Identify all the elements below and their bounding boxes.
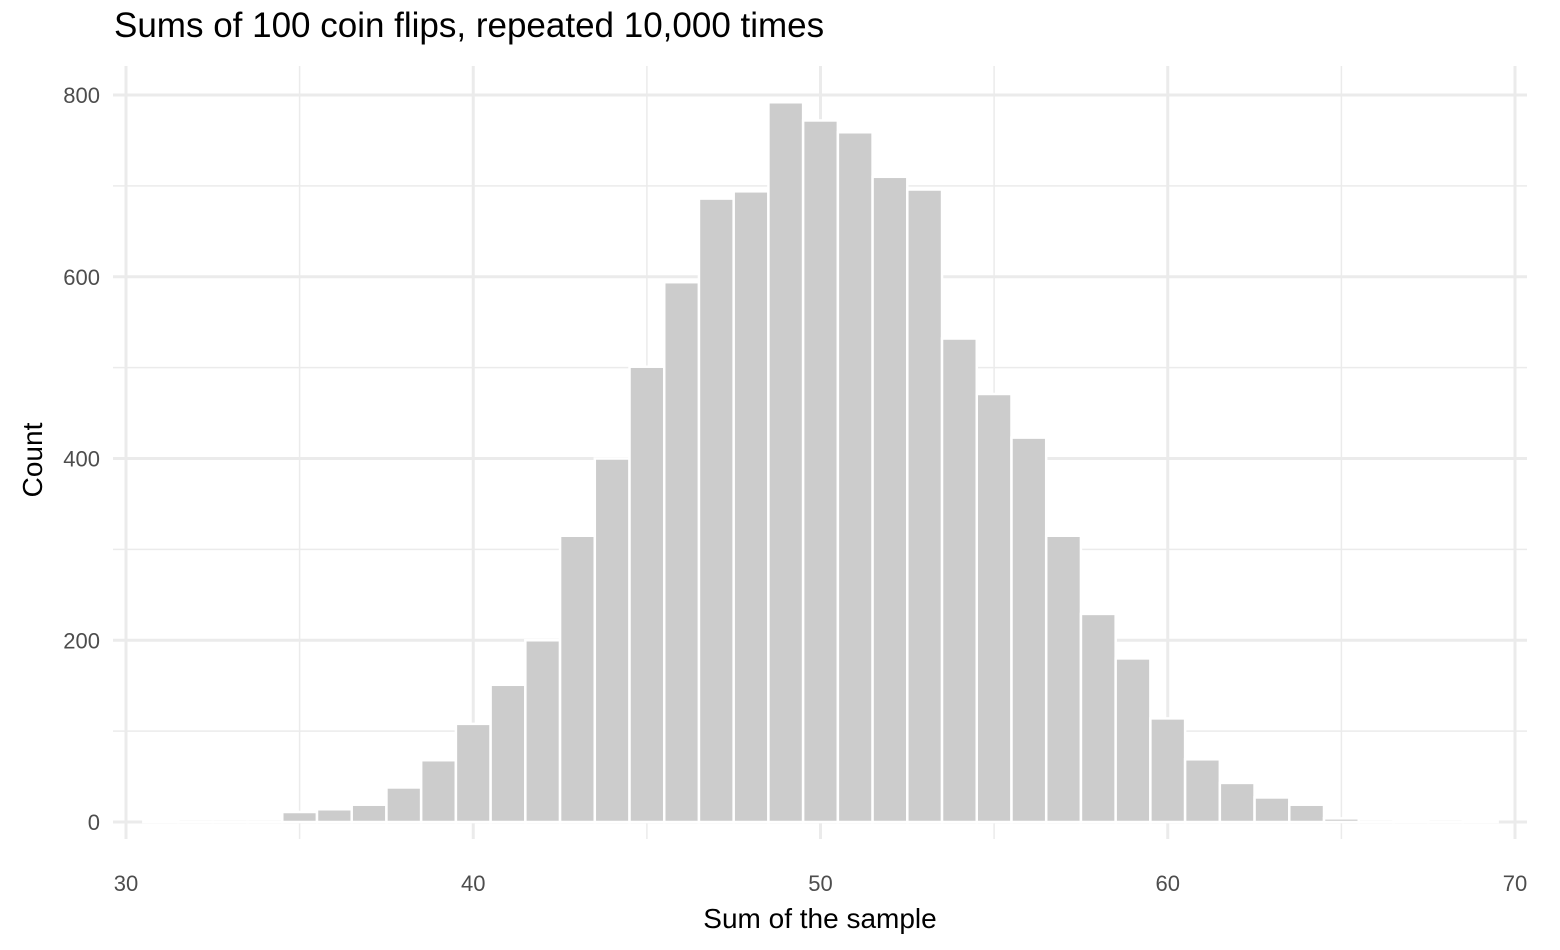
histogram-bar [697,197,735,824]
histogram-bar [767,101,805,824]
histogram-bar [1149,717,1187,824]
y-tick-label: 600 [63,265,100,290]
x-tick-label: 50 [808,871,832,896]
y-axis-label: Count [17,422,48,497]
histogram-bar [558,534,597,824]
histogram-bar [662,280,701,824]
histogram-bar [1183,758,1222,824]
y-tick-label: 0 [88,810,100,835]
y-tick-label: 400 [63,447,100,472]
histogram-bar [454,722,492,824]
histogram-bar [1044,534,1083,824]
histogram-bar [1288,803,1326,824]
histogram-bar [801,119,840,824]
histogram-bar [1461,819,1499,824]
histogram-bar [1010,436,1048,824]
histogram-bar [385,786,423,824]
y-axis-ticks: 0 200 400 600 800 [63,83,100,835]
histogram-bar [350,803,388,824]
histogram-bar [1322,817,1360,824]
histogram-bar [1253,796,1291,824]
histogram-bar [906,188,944,824]
histogram-bar [281,810,319,824]
histogram-bar [1079,612,1117,824]
histogram-bar [489,683,527,824]
histogram-bar [628,365,666,824]
histogram-bar [940,337,979,824]
histogram-bar [1392,818,1430,824]
histogram-bar [1218,781,1256,824]
x-axis-label: Sum of the sample [703,903,936,934]
histogram-bar [419,758,458,824]
chart-title: Sums of 100 coin flips, repeated 10,000 … [114,6,825,45]
histogram-bar [871,175,909,824]
histogram-bar [315,808,353,824]
histogram-bar [142,819,180,824]
x-tick-label: 70 [1503,871,1527,896]
histogram-bar [732,190,770,824]
histogram-bars [142,101,1499,824]
histogram-bar [836,131,874,824]
histogram-bar [975,392,1013,824]
x-tick-label: 30 [114,871,138,896]
x-tick-label: 40 [461,871,485,896]
histogram-bar [524,639,562,824]
x-tick-label: 60 [1156,871,1180,896]
histogram-bar [593,457,631,824]
y-tick-label: 200 [63,628,100,653]
y-tick-label: 800 [63,83,100,108]
histogram-bar [1114,657,1152,824]
x-axis-ticks: 30 40 50 60 70 [114,871,1527,896]
